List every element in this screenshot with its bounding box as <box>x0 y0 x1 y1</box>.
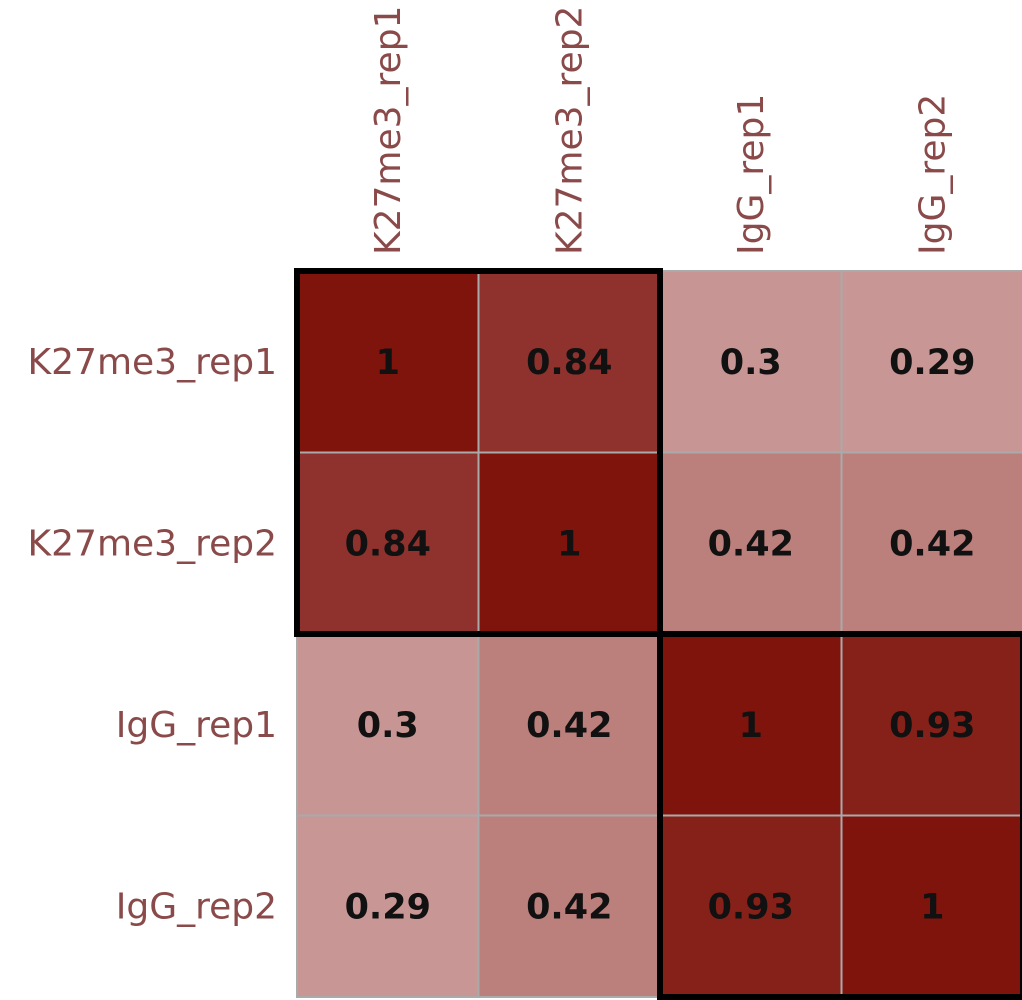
column-label-0: K27me3_rep1 <box>368 6 409 255</box>
cell-value-2-3: 0.93 <box>889 706 975 746</box>
cell-value-2-1: 0.42 <box>526 706 612 746</box>
cell-value-1-0: 0.84 <box>345 524 431 564</box>
row-labels: K27me3_rep1 K27me3_rep2 IgG_rep1 IgG_rep2 <box>28 342 277 928</box>
cell-value-3-2: 0.93 <box>708 887 794 927</box>
heatmap-cell-3-1 <box>477 814 661 998</box>
cell-value-1-2: 0.42 <box>708 524 794 564</box>
heatmap-cells <box>296 270 1022 998</box>
column-label-1: K27me3_rep2 <box>549 6 590 255</box>
heatmap-cell-2-1 <box>477 633 661 817</box>
column-labels: K27me3_rep1 K27me3_rep2 IgG_rep1 IgG_rep2 <box>368 6 954 255</box>
cell-value-0-1: 0.84 <box>526 343 612 383</box>
column-label-2: IgG_rep1 <box>731 94 772 255</box>
row-label-0: K27me3_rep1 <box>28 342 277 383</box>
heatmap-cell-3-3 <box>840 814 1022 998</box>
cluster-boxes <box>294 268 1022 1000</box>
cell-value-3-3: 1 <box>920 887 944 927</box>
heatmap-cell-0-1 <box>477 270 661 454</box>
heatmap-cell-3-0 <box>296 814 480 998</box>
heatmap-cell-0-3 <box>840 270 1022 454</box>
cell-value-1-3: 0.42 <box>889 524 975 564</box>
heatmap-cell-0-2 <box>659 270 843 454</box>
heatmap-cell-0-0 <box>296 270 480 454</box>
cell-value-0-2: 0.3 <box>720 343 782 383</box>
cluster-box-1 <box>657 631 1022 1000</box>
cluster-box-0 <box>294 268 663 637</box>
heatmap-cell-1-3 <box>840 451 1022 635</box>
row-label-1: K27me3_rep2 <box>28 523 277 564</box>
heatmap-cell-1-0 <box>296 451 480 635</box>
row-label-2: IgG_rep1 <box>116 705 277 746</box>
heatmap-cell-3-2 <box>659 814 843 998</box>
cell-value-0-3: 0.29 <box>889 343 975 383</box>
cell-value-2-0: 0.3 <box>357 706 419 746</box>
row-label-3: IgG_rep2 <box>116 886 277 927</box>
cell-value-2-2: 1 <box>739 706 763 746</box>
cell-value-0-0: 1 <box>376 343 400 383</box>
cell-value-labels: 1 0.84 0.3 0.29 0.84 1 0.42 0.42 0.3 0.42 1 0.93 0.2… <box>345 343 976 928</box>
cell-value-3-1: 0.42 <box>526 887 612 927</box>
cell-value-1-1: 1 <box>557 524 581 564</box>
cell-value-3-0: 0.29 <box>345 887 431 927</box>
heatmap-cell-1-1 <box>477 451 661 635</box>
column-label-3: IgG_rep2 <box>912 94 953 255</box>
